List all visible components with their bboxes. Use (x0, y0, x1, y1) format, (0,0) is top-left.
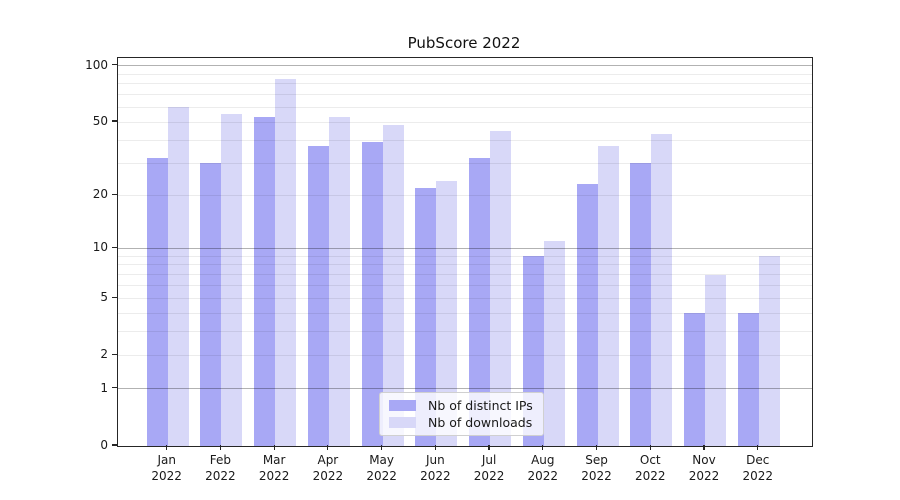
bar-distinct-ips-oct (630, 163, 652, 446)
minor-gridline-90 (118, 73, 812, 75)
bar-downloads-aug (543, 241, 565, 446)
x-tick-mark-may (381, 445, 383, 450)
y-tick-label-0: 0 (100, 438, 108, 452)
x-tick-label-may: May 2022 (366, 453, 397, 483)
x-tick-mark-jul (488, 445, 490, 450)
y-tick-mark-10 (112, 246, 117, 249)
bar-downloads-jul (490, 130, 512, 446)
bar-downloads-oct (651, 134, 673, 446)
minor-gridline-80 (118, 83, 812, 85)
minor-gridline-6 (118, 285, 812, 287)
x-tick-mark-mar (273, 445, 275, 450)
x-tick-label-jul: Jul 2022 (473, 453, 505, 483)
bar-downloads-jan (167, 107, 189, 446)
y-tick-label-10: 10 (92, 240, 108, 255)
y-tick-label-50: 50 (92, 114, 108, 129)
y-tick-label-5: 5 (100, 290, 108, 305)
bar-downloads-feb (221, 114, 243, 446)
legend-swatch-distinct-ips (389, 400, 416, 411)
legend-label-distinct-ips: Nb of distinct IPs (428, 398, 533, 413)
legend-label-downloads: Nb of downloads (428, 415, 533, 430)
bar-downloads-dec (758, 256, 780, 446)
minor-gridline-30 (118, 162, 812, 164)
plot-area (117, 57, 813, 447)
bar-downloads-mar (275, 79, 297, 446)
bar-distinct-ips-mar (254, 117, 276, 446)
bar-distinct-ips-jun (415, 187, 437, 446)
bar-distinct-ips-dec (737, 313, 759, 446)
legend: Nb of distinct IPs Nb of downloads (379, 392, 544, 436)
minor-gridline-70 (118, 94, 812, 96)
gridline-2 (118, 354, 812, 356)
x-tick-mark-nov (703, 445, 705, 450)
x-tick-label-nov: Nov 2022 (688, 453, 720, 483)
bar-downloads-nov (705, 274, 726, 446)
x-tick-label-aug: Aug 2022 (527, 453, 559, 483)
bar-distinct-ips-feb (200, 163, 222, 446)
gridline-100 (118, 65, 812, 67)
y-tick-label-100: 100 (85, 57, 108, 72)
bar-downloads-may (382, 125, 404, 446)
x-tick-label-feb: Feb 2022 (205, 453, 236, 483)
x-tick-mark-sep (595, 445, 598, 450)
minor-gridline-3 (118, 331, 812, 333)
bar-distinct-ips-apr (307, 146, 329, 446)
bar-distinct-ips-nov (684, 313, 705, 446)
y-tick-label-2: 2 (100, 347, 108, 362)
bar-downloads-apr (328, 117, 350, 446)
minor-gridline-60 (118, 106, 812, 108)
x-tick-mark-aug (542, 445, 544, 450)
gridline-5 (118, 297, 812, 299)
x-tick-mark-jun (434, 445, 436, 450)
y-tick-mark-0 (112, 444, 117, 446)
gridline-1 (118, 388, 812, 390)
minor-gridline-7 (118, 274, 812, 276)
bar-downloads-sep (597, 146, 619, 446)
minor-gridline-9 (118, 255, 812, 257)
y-tick-mark-100 (112, 64, 117, 66)
minor-gridline-4 (118, 312, 812, 314)
minor-gridline-40 (118, 139, 812, 141)
bar-distinct-ips-sep (576, 184, 598, 446)
y-tick-mark-2 (112, 353, 117, 356)
y-tick-mark-1 (112, 387, 117, 389)
legend-entry-distinct-ips: Nb of distinct IPs (389, 398, 534, 413)
bar-downloads-jun (436, 180, 458, 446)
bar-distinct-ips-jan (146, 157, 168, 446)
x-tick-mark-jan (166, 445, 168, 450)
y-tick-mark-20 (112, 193, 117, 195)
x-tick-label-jan: Jan 2022 (151, 453, 182, 483)
gridline-10 (118, 247, 812, 249)
legend-swatch-downloads (389, 417, 416, 428)
x-tick-label-sep: Sep 2022 (581, 453, 612, 483)
chart-title: PubScore 2022 (407, 34, 521, 52)
y-tick-mark-50 (112, 120, 117, 122)
minor-gridline-8 (118, 264, 812, 266)
y-tick-mark-5 (112, 296, 117, 298)
x-tick-label-mar: Mar 2022 (258, 453, 290, 483)
gridline-20 (118, 194, 812, 196)
x-tick-mark-apr (327, 445, 329, 450)
x-tick-label-apr: Apr 2022 (312, 453, 344, 483)
bar-distinct-ips-may (361, 142, 383, 446)
y-tick-label-1: 1 (100, 380, 108, 395)
bar-distinct-ips-jul (469, 157, 491, 446)
x-tick-mark-feb (219, 445, 222, 450)
legend-entry-downloads: Nb of downloads (389, 415, 534, 430)
x-tick-mark-dec (757, 445, 759, 450)
x-tick-label-oct: Oct 2022 (634, 453, 666, 483)
x-tick-label-jun: Jun 2022 (420, 453, 451, 483)
gridline-50 (118, 121, 812, 123)
x-tick-label-dec: Dec 2022 (742, 453, 773, 483)
x-tick-mark-oct (649, 445, 651, 450)
y-tick-label-20: 20 (92, 187, 108, 202)
